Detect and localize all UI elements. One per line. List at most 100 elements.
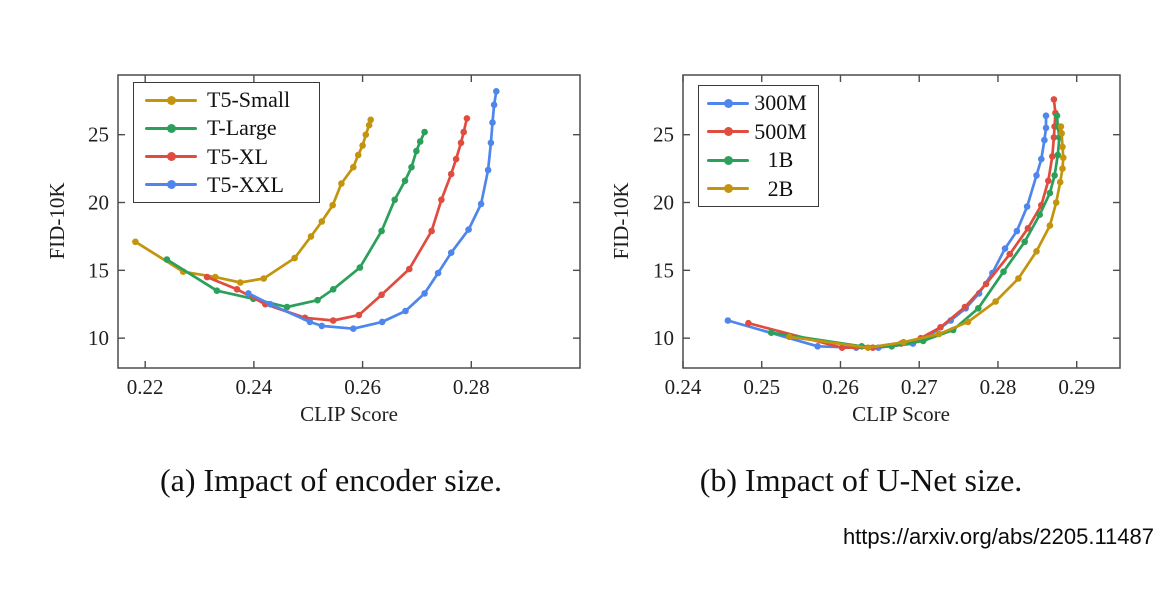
legend-line-swatch — [145, 179, 197, 190]
legend-label: T-Large — [207, 115, 277, 141]
data-point-marker — [421, 290, 428, 297]
data-point-marker — [428, 227, 435, 235]
data-point-marker — [900, 338, 907, 346]
data-point-marker — [1000, 268, 1007, 276]
data-point-marker — [307, 233, 315, 240]
data-point-marker — [964, 318, 972, 326]
encoder-y-tick-label: 15 — [88, 258, 109, 282]
encoder-y-tick-label: 10 — [88, 326, 109, 350]
unet-x-tick-label: 0.29 — [1058, 375, 1095, 399]
unet-x-tick-label: 0.27 — [901, 375, 938, 399]
legend-line-swatch — [145, 123, 197, 134]
data-point-marker — [416, 138, 424, 145]
data-point-marker — [132, 238, 139, 246]
data-point-marker — [1038, 155, 1045, 163]
data-point-marker — [329, 317, 337, 324]
data-point-marker — [245, 290, 252, 297]
legend-label: 1B — [767, 147, 794, 173]
data-point-marker — [1023, 203, 1031, 210]
data-point-marker — [1059, 165, 1066, 172]
data-point-marker — [354, 151, 362, 159]
data-point-marker — [350, 325, 357, 333]
data-point-marker — [1052, 199, 1060, 206]
data-point-marker — [283, 303, 291, 311]
data-point-marker — [338, 180, 345, 187]
data-point-marker — [406, 265, 413, 273]
unet-x-tick-label: 0.25 — [743, 375, 780, 399]
legend-item-t-large: T-Large — [134, 114, 319, 142]
legend-item-t5-small: T5-Small — [134, 86, 319, 114]
data-point-marker — [1042, 124, 1050, 132]
unet-plot: 0.24 0.25 0.26 0.27 0.28 0.29 10 15 20 25 — [653, 74, 1121, 399]
data-point-marker — [447, 249, 455, 256]
data-point-marker — [1046, 222, 1054, 229]
data-point-marker — [1006, 250, 1014, 258]
unet-x-tick-label: 0.24 — [665, 375, 702, 399]
data-point-marker — [350, 163, 357, 171]
data-point-marker — [935, 330, 943, 338]
data-point-marker — [786, 333, 793, 341]
data-point-marker — [493, 88, 500, 95]
legend-line-swatch — [707, 98, 749, 109]
data-point-marker — [378, 318, 386, 326]
data-point-marker — [233, 286, 241, 293]
data-point-marker — [1046, 189, 1054, 197]
encoder-x-tick-label: 0.24 — [236, 375, 273, 399]
data-point-marker — [460, 128, 468, 136]
encoder-series-t-large — [163, 128, 428, 311]
legend-item-t5-xl: T5-XL — [134, 143, 319, 171]
legend-label: T5-XXL — [207, 171, 284, 197]
data-point-marker — [937, 324, 944, 331]
data-point-marker — [1054, 151, 1062, 159]
encoder-plot: 0.22 0.24 0.26 0.28 10 15 20 25 — [88, 74, 581, 399]
encoder-y-tick-label: 25 — [88, 123, 109, 147]
data-point-marker — [1015, 275, 1022, 282]
data-point-marker — [838, 344, 846, 352]
data-point-marker — [318, 322, 326, 330]
data-point-marker — [1036, 211, 1043, 218]
data-point-marker — [365, 121, 373, 129]
legend-item-t5-xxl: T5-XXL — [134, 171, 319, 199]
unet-legend: 300M 500M 1B 2B — [698, 85, 819, 207]
data-point-marker — [367, 116, 375, 124]
data-point-marker — [484, 166, 492, 174]
legend-item-1b: 1B — [699, 146, 818, 175]
data-point-marker — [477, 200, 485, 208]
data-point-marker — [1021, 238, 1028, 246]
data-point-marker — [724, 317, 732, 324]
legend-label: 2B — [767, 175, 794, 201]
data-point-marker — [1060, 154, 1067, 161]
caption-b: (b) Impact of U-Net size. — [699, 462, 1023, 498]
data-point-marker — [1053, 112, 1061, 119]
data-point-marker — [329, 286, 337, 293]
legend-label: T5-Small — [207, 87, 291, 113]
unet-x-axis-label: CLIP Score — [852, 402, 950, 426]
data-point-marker — [401, 177, 409, 185]
data-point-marker — [1024, 225, 1032, 232]
data-point-marker — [355, 311, 363, 319]
data-point-marker — [489, 119, 496, 126]
legend-line-swatch — [707, 155, 749, 166]
encoder-axes-box — [117, 74, 581, 369]
data-point-marker — [975, 305, 982, 312]
data-point-marker — [487, 139, 495, 147]
data-point-marker — [1001, 245, 1009, 252]
source-url[interactable]: https://arxiv.org/abs/2205.11487 — [842, 524, 1154, 549]
encoder-y-axis-label: FID-10K — [45, 182, 69, 260]
encoder-series-t5-xxl — [245, 88, 500, 333]
data-point-marker — [163, 256, 171, 263]
data-point-marker — [1033, 248, 1040, 255]
data-point-marker — [490, 101, 498, 109]
data-point-marker — [291, 254, 298, 262]
data-point-marker — [992, 298, 999, 305]
encoder-series-t5-small — [132, 116, 375, 286]
data-point-marker — [318, 218, 326, 225]
unet-x-tick-label: 0.28 — [980, 375, 1017, 399]
data-point-marker — [378, 227, 385, 235]
legend-label: 300M — [754, 90, 807, 116]
data-point-marker — [452, 155, 460, 163]
data-point-marker — [465, 226, 472, 233]
data-point-marker — [378, 291, 385, 299]
data-point-marker — [314, 296, 321, 304]
